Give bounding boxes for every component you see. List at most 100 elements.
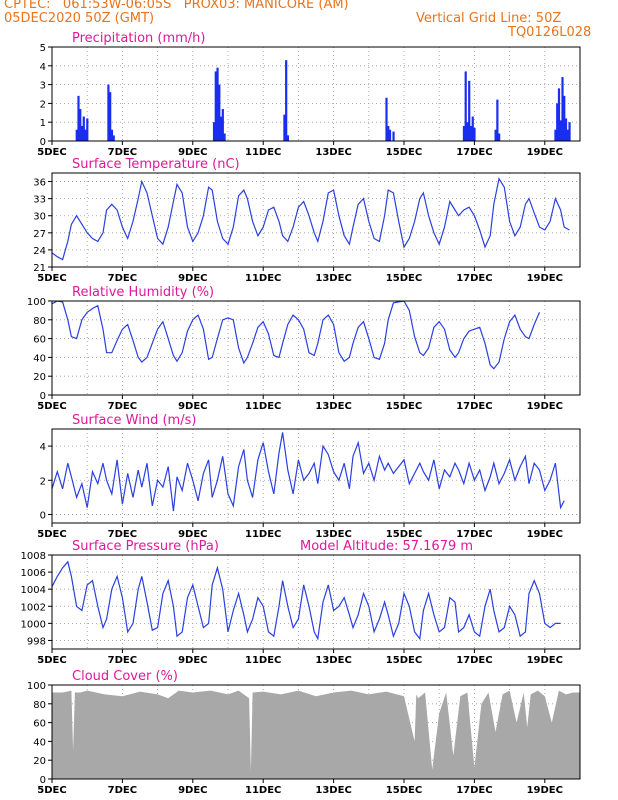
precip-bar xyxy=(75,129,78,141)
precip-xtick-label: 5DEC xyxy=(37,147,66,158)
cloud-ytick-label: 0 xyxy=(40,775,46,786)
precip-xtick-label: 11DEC xyxy=(245,147,281,158)
rh-ytick-label: 0 xyxy=(40,391,46,402)
precip-bar xyxy=(466,122,469,141)
cloud-area xyxy=(52,690,580,779)
precip-ytick-label: 5 xyxy=(40,43,46,54)
precip-bar xyxy=(468,80,471,141)
precip-bar xyxy=(556,103,559,141)
temp-panel xyxy=(48,172,581,271)
temp-xtick-label: 5DEC xyxy=(37,273,66,284)
wind-xtick-label: 17DEC xyxy=(456,529,492,540)
rh-xtick-label: 7DEC xyxy=(108,401,137,412)
temp-frame xyxy=(51,172,581,268)
rh-xtick-label: 5DEC xyxy=(37,401,66,412)
rh-xtick-label: 15DEC xyxy=(386,401,422,412)
cloud-ytick-label: 80 xyxy=(33,700,46,711)
precip-xtick-label: 19DEC xyxy=(527,147,563,158)
precip-bar xyxy=(223,133,226,141)
pressure-xtick-label: 15DEC xyxy=(386,655,422,666)
pressure-xtick-label: 17DEC xyxy=(456,655,492,666)
precip-bar xyxy=(107,84,110,141)
wind-ytick-label: 0 xyxy=(40,510,46,521)
cloud-panel xyxy=(48,684,581,783)
pressure-panel xyxy=(48,554,581,653)
precip-bar xyxy=(216,67,219,141)
rh-xtick-label: 17DEC xyxy=(456,401,492,412)
precip-bar xyxy=(286,135,290,141)
precip-bar xyxy=(283,114,286,141)
precip-bar xyxy=(473,127,476,141)
precip-bar xyxy=(221,109,224,141)
pressure-xtick-label: 7DEC xyxy=(108,655,137,666)
temp-xtick-label: 19DEC xyxy=(527,273,563,284)
rh-frame xyxy=(51,300,581,396)
rh-ytick-label: 60 xyxy=(33,335,46,346)
cloud-xtick-label: 17DEC xyxy=(456,785,492,796)
precip-bar xyxy=(388,129,392,141)
precip-bar xyxy=(498,133,501,141)
rh-ytick-label: 80 xyxy=(33,316,46,327)
cloud-xtick-label: 5DEC xyxy=(37,785,66,796)
rh-title: Relative Humidity (%) xyxy=(72,285,214,300)
wind-xtick-label: 9DEC xyxy=(178,529,207,540)
precip-bar xyxy=(464,71,467,141)
wind-xtick-label: 19DEC xyxy=(527,529,563,540)
header-grid-note: Vertical Grid Line: 50Z xyxy=(416,11,562,26)
pressure-xtick-label: 5DEC xyxy=(37,655,66,666)
precip-bar xyxy=(392,131,395,141)
pressure-xtick-label: 9DEC xyxy=(178,655,207,666)
precip-bar xyxy=(387,125,390,141)
precip-bar xyxy=(563,95,566,141)
precip-bar xyxy=(212,122,216,141)
wind-title: Surface Wind (m/s) xyxy=(72,413,196,428)
cloud-title: Cloud Cover (%) xyxy=(72,669,178,684)
precip-xtick-label: 7DEC xyxy=(108,147,137,158)
pressure-ytick-label: 1008 xyxy=(21,551,46,562)
precip-bar xyxy=(84,129,87,141)
pressure-xtick-label: 13DEC xyxy=(315,655,351,666)
cloud-xtick-label: 7DEC xyxy=(108,785,137,796)
wind-ytick-label: 2 xyxy=(40,476,46,487)
precip-title: Precipitation (mm/h) xyxy=(72,31,205,46)
wind-xtick-label: 11DEC xyxy=(245,529,281,540)
wind-panel xyxy=(48,428,581,527)
rh-xtick-label: 9DEC xyxy=(178,401,207,412)
precip-bar xyxy=(469,125,473,141)
temp-ytick-label: 21 xyxy=(33,263,46,274)
temp-line xyxy=(52,177,570,261)
header-line1: CPTEC: 061:53W-06:05S PROX03: MANICORE (… xyxy=(4,0,349,12)
precip-bar xyxy=(557,88,561,141)
cloud-xtick-label: 9DEC xyxy=(178,785,207,796)
wind-xtick-label: 7DEC xyxy=(108,529,137,540)
temp-xtick-label: 17DEC xyxy=(456,273,492,284)
wind-xtick-label: 13DEC xyxy=(315,529,351,540)
precip-bar xyxy=(554,129,557,141)
temp-ytick-label: 30 xyxy=(33,212,46,223)
precip-bar xyxy=(559,120,562,141)
pressure-annotation: Model Altitude: 57.1679 m xyxy=(300,539,473,554)
cloud-ytick-label: 20 xyxy=(33,756,46,767)
precip-bar xyxy=(110,129,114,141)
precip-bar xyxy=(218,84,221,141)
precip-frame xyxy=(51,46,581,142)
wind-frame xyxy=(51,428,581,524)
wind-xtick-label: 5DEC xyxy=(37,529,66,540)
wind-xtick-label: 15DEC xyxy=(386,529,422,540)
precip-bar xyxy=(82,116,85,141)
rh-ytick-label: 20 xyxy=(33,372,46,383)
precip-bar xyxy=(566,129,569,141)
pressure-ytick-label: 998 xyxy=(27,636,46,647)
precip-bar xyxy=(462,125,466,141)
temp-ytick-label: 36 xyxy=(33,178,46,189)
precip-xtick-label: 13DEC xyxy=(315,147,351,158)
precip-xtick-label: 9DEC xyxy=(178,147,207,158)
precip-bar xyxy=(385,97,388,141)
rh-xtick-label: 13DEC xyxy=(315,401,351,412)
rh-xtick-label: 11DEC xyxy=(245,401,281,412)
precip-bar xyxy=(471,116,474,141)
pressure-frame xyxy=(51,554,581,650)
cloud-xtick-label: 19DEC xyxy=(527,785,563,796)
temp-ytick-label: 24 xyxy=(33,246,46,257)
